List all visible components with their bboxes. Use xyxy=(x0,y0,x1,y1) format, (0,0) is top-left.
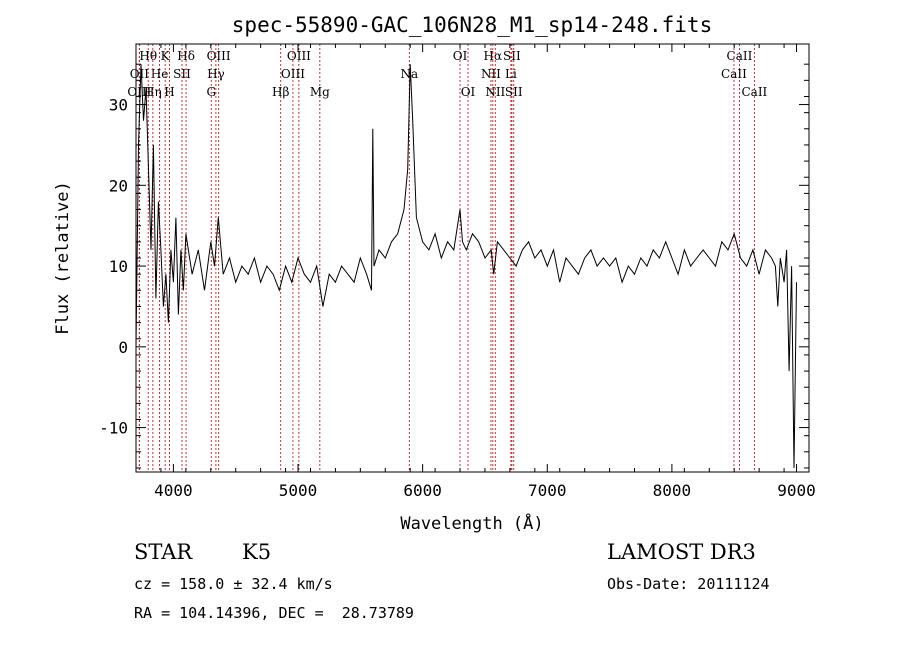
line-marker-label: SII xyxy=(503,49,521,63)
x-tick-label: 4000 xyxy=(154,481,193,500)
line-marker-label: OIII xyxy=(207,49,231,63)
x-tick-label: 7000 xyxy=(528,481,567,500)
coordinates-text: RA = 104.14396, DEC = 28.73789 xyxy=(134,604,414,622)
y-tick-label: 30 xyxy=(109,96,128,115)
line-marker-label: Li xyxy=(505,67,517,81)
line-marker-label: CaII xyxy=(741,85,767,99)
spectrum-layer xyxy=(135,64,797,469)
line-marker-label: Hα xyxy=(484,49,503,63)
line-marker-label: CaII xyxy=(721,67,747,81)
line-marker-label: OI xyxy=(461,85,476,99)
line-marker-label: Hγ xyxy=(207,67,225,81)
x-axis-label: Wavelength (Å) xyxy=(400,512,543,534)
line-marker-label: Hδ xyxy=(177,49,195,63)
line-marker-label: Hβ xyxy=(272,85,289,99)
line-marker-label: Hη xyxy=(144,85,162,99)
x-tick-label: 6000 xyxy=(403,481,442,500)
x-tick-label: 5000 xyxy=(279,481,318,500)
line-marker-label: NII xyxy=(481,67,501,81)
line-marker-label: OIII xyxy=(281,67,305,81)
object-subclass: K5 xyxy=(242,540,272,564)
y-tick-label: -10 xyxy=(99,419,128,438)
y-tick-label: 0 xyxy=(118,338,128,357)
y-tick-label: 20 xyxy=(109,176,128,195)
spectrum-line xyxy=(135,64,797,469)
line-marker-label: Hθ xyxy=(139,49,157,63)
line-marker-label: He xyxy=(151,67,169,81)
line-marker-label: Mg xyxy=(310,85,330,99)
line-marker-label: SII xyxy=(505,85,523,99)
survey-label: LAMOST DR3 xyxy=(607,540,756,564)
object-class: STAR xyxy=(134,540,193,564)
line-marker-label: H xyxy=(164,85,174,99)
line-marker-label: CaII xyxy=(727,49,753,63)
line-marker-label: Na xyxy=(400,67,418,81)
plot-frame xyxy=(135,43,810,473)
redshift-text: cz = 158.0 ± 32.4 km/s xyxy=(134,575,333,593)
x-tick-label: 9000 xyxy=(777,481,816,500)
line-marker-label: NII xyxy=(485,85,505,99)
line-marker-label: SII xyxy=(173,67,191,81)
line-marker-label: K xyxy=(161,49,171,63)
y-axis-label: Flux (relative) xyxy=(53,181,73,335)
chart-title: spec-55890-GAC_106N28_M1_sp14-248.fits xyxy=(232,13,712,37)
observation-date: Obs-Date: 20111124 xyxy=(607,575,770,593)
x-tick-label: 8000 xyxy=(653,481,692,500)
line-marker-label: G xyxy=(206,85,216,99)
y-tick-label: 10 xyxy=(109,257,128,276)
axis-layer: 4000 5000 6000 7000 8000 9000 -10 0 10 20 30 xyxy=(99,44,816,500)
line-marker-label: OI xyxy=(453,49,468,63)
line-marker-label: OIII xyxy=(287,49,311,63)
